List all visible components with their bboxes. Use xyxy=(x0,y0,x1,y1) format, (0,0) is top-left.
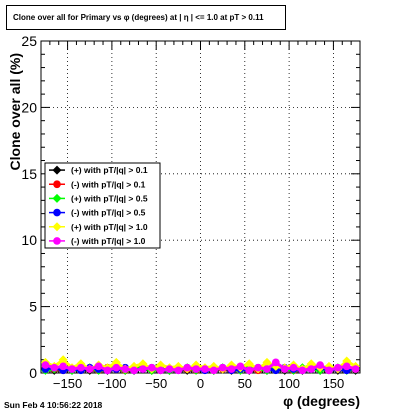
data-point xyxy=(307,365,316,373)
y-tick-label: 20 xyxy=(21,99,37,115)
x-tick-label: 50 xyxy=(238,376,252,391)
data-point xyxy=(342,362,351,371)
x-tick-label: −150 xyxy=(53,376,82,391)
x-tick-label: −100 xyxy=(97,376,126,391)
data-point xyxy=(121,365,130,373)
y-tick-label: 0 xyxy=(29,365,37,381)
data-point xyxy=(68,365,76,373)
data-point xyxy=(147,363,156,372)
data-point xyxy=(209,366,218,375)
series-6 xyxy=(41,358,360,375)
y-tick-label: 15 xyxy=(21,166,37,182)
y-tick-label: 5 xyxy=(29,299,37,315)
data-point xyxy=(262,357,272,367)
x-axis-label: φ (degrees) xyxy=(283,393,360,409)
data-point xyxy=(85,365,94,373)
legend-marker xyxy=(52,222,62,232)
data-point xyxy=(325,366,333,375)
data-point xyxy=(59,362,67,371)
data-point xyxy=(236,362,245,371)
data-point xyxy=(201,365,209,373)
legend-label: (-) with pT/|q| > 0.5 xyxy=(71,208,146,218)
data-point xyxy=(298,366,307,375)
y-axis-label: Clone over all (%) xyxy=(7,53,23,170)
data-point xyxy=(174,366,183,375)
legend-label: (-) with pT/|q| > 1.0 xyxy=(71,236,146,246)
legend-label: (+) with pT/|q| > 0.1 xyxy=(71,165,148,175)
legend-marker xyxy=(53,180,61,189)
data-point xyxy=(289,363,298,372)
legend-label: (+) with pT/|q| > 0.5 xyxy=(71,193,148,203)
data-point xyxy=(103,366,112,375)
data-point xyxy=(254,363,262,372)
x-tick-label: 100 xyxy=(278,376,300,391)
timestamp-footer: Sun Feb 4 10:56:22 2018 xyxy=(4,400,103,410)
data-point xyxy=(227,365,236,373)
x-tick-label: 150 xyxy=(323,376,345,391)
data-point xyxy=(50,363,59,372)
x-tick-label: 0 xyxy=(197,376,204,391)
data-point xyxy=(192,365,200,373)
chart-title: Clone over all for Primary vs φ (degrees… xyxy=(6,5,286,30)
legend-marker xyxy=(53,237,61,245)
legend-label: (+) with pT/|q| > 1.0 xyxy=(71,222,148,232)
legend: (+) with pT/|q| > 0.1 (-) with pT/|q| > 0… xyxy=(44,162,161,249)
legend-box xyxy=(44,162,161,249)
data-point xyxy=(351,365,360,373)
data-point xyxy=(112,363,121,372)
data-point xyxy=(334,363,342,372)
data-point xyxy=(244,359,254,369)
data-point xyxy=(316,361,324,369)
data-point xyxy=(41,361,50,369)
data-point xyxy=(58,355,68,365)
x-tick-label: −50 xyxy=(145,376,167,391)
data-point xyxy=(165,365,174,373)
data-point xyxy=(183,363,192,372)
y-tick-label: 25 xyxy=(21,33,37,49)
legend-label: (-) with pT/|q| > 0.1 xyxy=(71,179,146,189)
data-point xyxy=(245,366,254,375)
data-point xyxy=(280,365,289,373)
y-tick-label: 10 xyxy=(21,232,37,248)
legend-marker xyxy=(52,193,62,203)
data-point xyxy=(263,365,271,373)
legend-marker xyxy=(53,208,61,217)
data-point xyxy=(271,358,280,367)
data-point xyxy=(156,366,165,375)
data-point xyxy=(218,363,227,372)
data-point xyxy=(77,363,85,372)
data-point xyxy=(139,365,147,373)
data-point xyxy=(130,366,138,375)
legend-marker xyxy=(52,165,62,175)
data-point xyxy=(94,362,103,371)
